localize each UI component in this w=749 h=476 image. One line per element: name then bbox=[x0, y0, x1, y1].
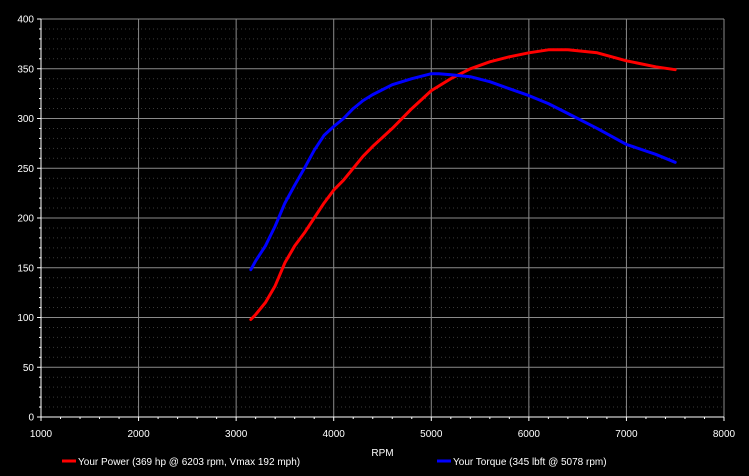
y-tick-label: 250 bbox=[17, 164, 34, 175]
grid bbox=[40, 18, 725, 418]
y-tick-label: 50 bbox=[23, 363, 35, 374]
series-line-power bbox=[249, 48, 677, 321]
x-tick-label: 6000 bbox=[518, 429, 541, 440]
x-tick-label: 2000 bbox=[127, 429, 150, 440]
x-axis-title: RPM bbox=[371, 448, 393, 459]
x-tick-label: 1000 bbox=[30, 429, 53, 440]
y-tick-label: 300 bbox=[17, 114, 34, 125]
y-tick-label: 400 bbox=[17, 15, 34, 26]
x-tick-label: 3000 bbox=[225, 429, 248, 440]
y-tick-label: 350 bbox=[17, 64, 34, 75]
legend: Your Power (369 hp @ 6203 rpm, Vmax 192 … bbox=[62, 457, 607, 468]
y-tick-label: 100 bbox=[17, 313, 34, 324]
y-tick-label: 150 bbox=[17, 263, 34, 274]
x-tick-label: 7000 bbox=[615, 429, 638, 440]
series-layer bbox=[249, 48, 677, 321]
legend-label-power: Your Power (369 hp @ 6203 rpm, Vmax 192 … bbox=[78, 457, 300, 468]
y-tick-label: 200 bbox=[17, 214, 34, 225]
series-line-torque bbox=[249, 72, 677, 272]
y-tick-label: 0 bbox=[28, 413, 34, 424]
legend-label-torque: Your Torque (345 lbft @ 5078 rpm) bbox=[453, 457, 607, 468]
x-tick-label: 4000 bbox=[323, 429, 346, 440]
y-axis-ticks: 0 50 100 150 200 250 300 350 400 bbox=[17, 15, 41, 424]
x-tick-label: 5000 bbox=[420, 429, 443, 440]
x-axis-ticks: 1000 2000 3000 4000 5000 6000 7000 8000 bbox=[30, 417, 736, 440]
x-tick-label: 8000 bbox=[713, 429, 736, 440]
